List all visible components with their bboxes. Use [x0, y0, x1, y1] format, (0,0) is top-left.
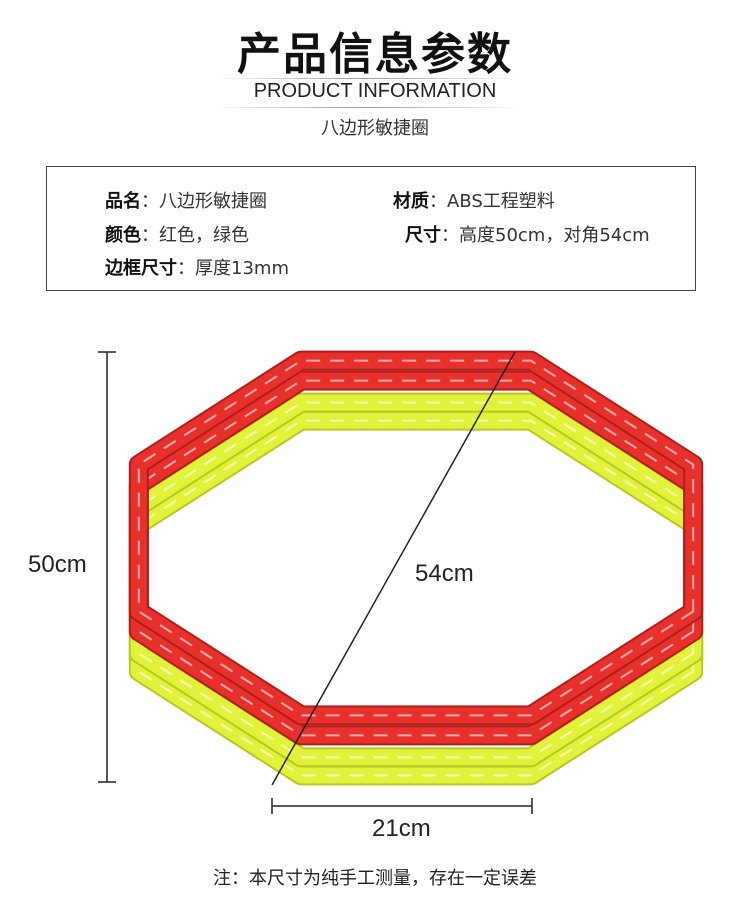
- spec-size: 尺寸：高度50cm，对角54cm: [405, 225, 650, 246]
- divider: [210, 107, 520, 108]
- octagon-rings: [128, 350, 704, 786]
- ring-slots: [137, 419, 695, 777]
- ring-slots: [137, 401, 695, 759]
- spec-material: 材质：ABS工程塑料: [393, 191, 555, 212]
- spec-name: 品名：八边形敏捷圈: [105, 191, 267, 212]
- measurement-note: 注：本尺寸为纯手工测量，存在一定误差: [213, 868, 537, 889]
- diagonal-label: 54cm: [415, 560, 474, 587]
- height-label: 50cm: [28, 551, 87, 578]
- spec-color: 颜色：红色，绿色: [105, 225, 249, 246]
- page-title: 产品信息参数: [237, 29, 513, 80]
- page-subtitle: PRODUCT INFORMATION: [253, 80, 497, 102]
- spec-box: 品名：八边形敏捷圈 材质：ABS工程塑料 颜色：红色，绿色 尺寸：高度50cm，…: [46, 166, 696, 291]
- ring-slots: [137, 379, 695, 737]
- dimension-lines: [98, 351, 533, 814]
- divider: [210, 78, 520, 79]
- diagonal-line: [271, 351, 516, 786]
- ring-slots: [137, 359, 695, 717]
- octagon-ring: [130, 372, 702, 744]
- product-name: 八边形敏捷圈: [321, 118, 429, 139]
- width-label: 21cm: [372, 815, 431, 842]
- spec-frame: 边框尺寸：厚度13mm: [105, 258, 289, 279]
